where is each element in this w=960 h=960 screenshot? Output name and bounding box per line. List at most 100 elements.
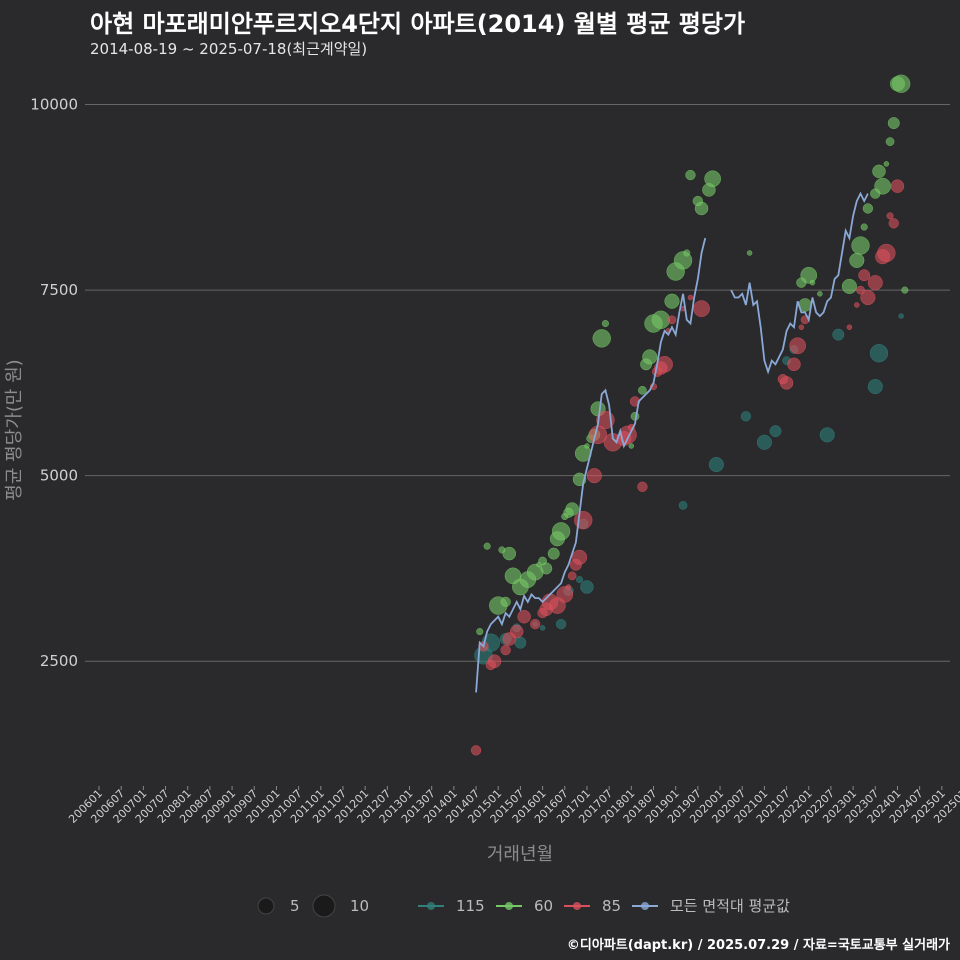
point-60	[885, 137, 895, 146]
y-tick-label: 2500	[40, 652, 78, 670]
point-60	[551, 522, 571, 541]
point-115	[576, 576, 584, 584]
point-60	[849, 252, 865, 268]
legend-dot-115	[427, 902, 435, 910]
point-115	[514, 636, 527, 649]
point-60	[860, 223, 868, 231]
y-axis-label: 평균 평당가(만 원)	[4, 359, 25, 500]
point-85	[667, 315, 677, 325]
point-60	[746, 250, 753, 256]
size-legend-5-label: 5	[290, 897, 300, 915]
size-legend-10	[312, 894, 336, 918]
point-85	[693, 300, 710, 318]
legend-label-모든 면적대 평균값: 모든 면적대 평균값	[670, 897, 790, 915]
point-85	[787, 357, 801, 372]
point-60	[642, 349, 658, 365]
point-60	[540, 562, 553, 575]
point-60	[685, 169, 696, 181]
average-line	[730, 191, 869, 375]
point-115	[555, 618, 567, 630]
point-60	[483, 542, 491, 550]
point-60	[809, 279, 816, 286]
point-85	[487, 654, 502, 668]
legend-dot-60	[505, 902, 513, 910]
point-60	[874, 177, 892, 195]
point-115	[869, 344, 889, 363]
point-60	[592, 329, 611, 348]
point-85	[567, 571, 577, 581]
point-60	[694, 201, 709, 216]
point-85	[860, 289, 876, 306]
point-115	[898, 313, 904, 319]
point-60	[601, 319, 609, 328]
point-115	[819, 427, 835, 443]
average-line-group	[475, 191, 869, 693]
average-line	[475, 237, 707, 693]
point-85	[572, 549, 588, 565]
point-60	[841, 278, 857, 294]
point-115	[769, 425, 782, 438]
point-85	[517, 609, 531, 624]
y-tick-label: 10000	[30, 96, 78, 114]
point-115	[867, 379, 883, 395]
point-85	[886, 212, 894, 220]
size-legend-10-label: 10	[350, 897, 369, 915]
point-60	[502, 546, 517, 561]
point-85	[890, 179, 905, 193]
point-115	[580, 580, 594, 594]
point-60	[800, 266, 818, 284]
point-60	[628, 443, 635, 449]
source-caption: ©디아파트(dapt.kr) / 2025.07.29 / 자료=국토교통부 실…	[566, 938, 950, 953]
point-60	[584, 443, 590, 449]
size-legend-5	[257, 897, 275, 915]
point-60	[664, 293, 680, 309]
point-85	[530, 618, 541, 630]
point-60	[883, 161, 890, 167]
point-60	[547, 547, 560, 560]
point-85	[888, 218, 899, 229]
point-60	[901, 286, 909, 294]
chart-title: 아현 마포래미안푸르지오4단지 아파트(2014) 월별 평균 평당가	[90, 10, 746, 38]
point-115	[708, 456, 724, 473]
point-115	[539, 625, 546, 631]
point-85	[556, 586, 574, 603]
point-85	[846, 324, 853, 330]
data-points	[470, 74, 911, 756]
point-115	[756, 434, 772, 450]
point-60	[892, 74, 911, 93]
legend-label-60: 60	[534, 897, 553, 915]
point-60	[817, 291, 823, 297]
legend-label-115: 115	[456, 897, 485, 915]
point-60	[638, 385, 647, 395]
point-60	[887, 117, 900, 130]
x-axis-label: 거래년월	[487, 844, 553, 865]
point-115	[740, 411, 752, 422]
point-85	[858, 269, 871, 282]
point-60	[683, 249, 691, 257]
x-axis-ticks: 2006012006072007012007072008012008072009…	[66, 786, 960, 826]
point-60	[651, 310, 671, 329]
point-85	[509, 624, 524, 639]
grid-lines	[85, 104, 950, 662]
point-115	[832, 328, 845, 341]
legend-dot-85	[573, 902, 581, 910]
point-85	[877, 243, 896, 263]
point-85	[856, 285, 865, 295]
point-85	[687, 294, 694, 301]
point-85	[789, 337, 807, 355]
point-85	[637, 481, 648, 492]
point-85	[565, 584, 572, 590]
legend-label-85: 85	[602, 897, 621, 915]
point-60	[862, 203, 874, 214]
y-axis-ticks: 2500 5000 7500 10000	[30, 96, 78, 671]
point-85	[470, 745, 482, 756]
point-60	[500, 596, 511, 608]
y-tick-label: 5000	[40, 467, 78, 485]
legend-dot-모든 면적대 평균값	[641, 902, 649, 910]
point-60	[872, 164, 886, 179]
point-115	[678, 501, 688, 510]
point-85	[500, 644, 511, 656]
point-60	[476, 627, 484, 636]
point-60	[704, 170, 721, 188]
